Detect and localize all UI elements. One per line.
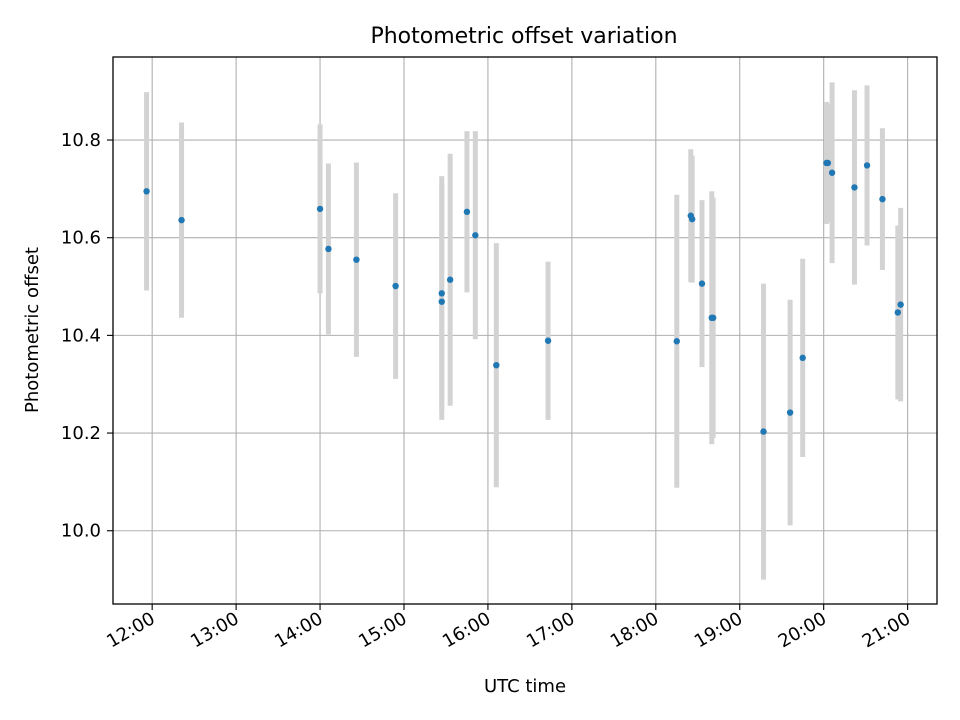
data-point (316, 205, 324, 213)
data-point (472, 232, 479, 239)
data-point (863, 162, 871, 169)
data-point (851, 184, 858, 191)
x-axis-label: UTC time (484, 676, 566, 697)
data-point (824, 159, 832, 167)
data-point (897, 301, 904, 308)
y-axis-label: Photometric offset (22, 247, 43, 413)
data-point (760, 428, 767, 435)
data-point (894, 309, 902, 316)
data-points (143, 159, 904, 435)
data-point (786, 409, 794, 416)
data-point (544, 337, 552, 344)
data-point (879, 195, 886, 203)
data-point (828, 169, 836, 176)
data-point (438, 298, 445, 305)
chart-title: Photometric offset variation (370, 24, 677, 49)
data-point (325, 245, 332, 253)
data-point (673, 338, 680, 345)
data-point (463, 208, 471, 216)
y-tick-label: 10.0 (61, 521, 101, 542)
plot-frame (112, 56, 938, 605)
data-point (709, 314, 717, 322)
data-point (143, 188, 150, 195)
data-point (178, 216, 185, 224)
y-tick-label: 10.8 (61, 130, 101, 151)
data-point (353, 256, 360, 263)
data-point (799, 354, 806, 362)
data-point (392, 282, 399, 290)
data-point (698, 280, 706, 287)
data-point (493, 361, 500, 369)
data-point (446, 276, 454, 283)
y-tick-label: 10.2 (61, 423, 101, 444)
y-tick-label: 10.6 (61, 228, 101, 249)
data-point (438, 290, 445, 297)
data-point (688, 215, 696, 223)
y-tick-label: 10.4 (61, 325, 101, 346)
